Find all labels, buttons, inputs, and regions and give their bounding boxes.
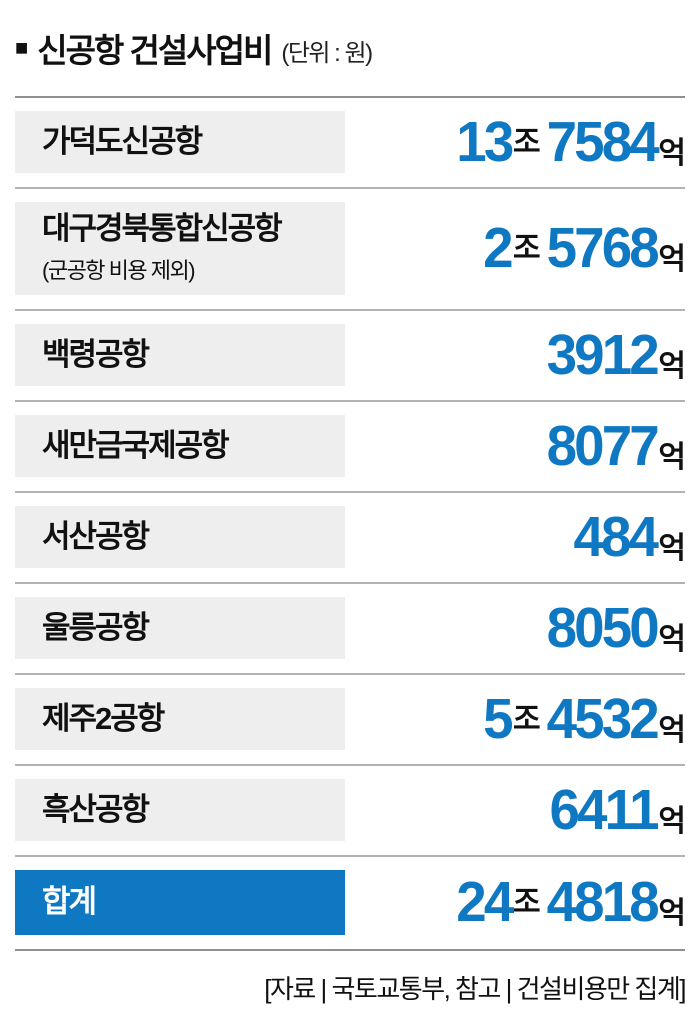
airport-label-box: 흑산공항 — [15, 779, 345, 841]
cost-hundred-millions: 8050 — [546, 595, 659, 660]
unit-eok: 억 — [658, 804, 686, 838]
total-label: 합계 — [42, 884, 97, 920]
airport-name: 가덕도신공항 — [42, 123, 203, 159]
airport-name: 제주2공항 — [42, 700, 165, 736]
airport-name: 새만금국제공항 — [42, 427, 230, 463]
cost-trillions: 5 — [483, 686, 513, 751]
cost-hundred-millions: 7584 — [546, 109, 659, 174]
cost-trillions: 24 — [455, 870, 514, 934]
cost-value: 3912 억 — [542, 322, 686, 387]
table-row-saemangeum: 새만금국제공항 8077 억 — [15, 402, 686, 493]
table-row-seosan: 서산공항 484 억 — [15, 493, 686, 584]
airport-name: 흑산공항 — [42, 791, 150, 827]
cost-value: 484 억 — [570, 504, 686, 569]
cost-value: 13 조 7584 억 — [454, 109, 686, 174]
unit-eok: 억 — [658, 531, 686, 565]
airport-label-box: 새만금국제공항 — [15, 415, 345, 477]
square-bullet-icon: ■ — [15, 35, 29, 60]
source-note: [자료 | 국토교통부, 참고 | 건설비용만 집계] — [264, 974, 686, 1004]
cost-value: 8050 억 — [542, 595, 686, 660]
unit-jo: 조 — [512, 125, 541, 159]
table-row-gadeokdo: 가덕도신공항 13 조 7584 억 — [15, 98, 686, 189]
airport-label-box: 가덕도신공항 — [15, 111, 345, 173]
cost-value: 2 조 5768 억 — [482, 216, 686, 280]
cost-trillions: 2 — [483, 216, 513, 280]
cost-hundred-millions: 4532 — [546, 686, 659, 751]
unit-jo: 조 — [512, 702, 541, 736]
airport-label-box: 서산공항 — [15, 506, 345, 568]
page-title: ■ 신공항 건설사업비 (단위 : 원) — [15, 24, 685, 72]
total-label-box: 합계 — [15, 870, 345, 935]
cost-hundred-millions: 5768 — [546, 216, 659, 280]
airport-name: 백령공항 — [42, 336, 150, 372]
airport-label-box: 울릉공항 — [15, 597, 345, 659]
unit-eok: 억 — [658, 136, 686, 170]
table-row-daegu-gyeongbuk: 대구경북통합신공항 (군공항 비용 제외) 2 조 5768 억 — [15, 189, 686, 311]
airport-label-box: 대구경북통합신공항 (군공항 비용 제외) — [15, 202, 345, 295]
airport-label-box: 백령공항 — [15, 324, 345, 386]
unit-jo: 조 — [512, 232, 541, 265]
cost-value: 8077 억 — [542, 413, 686, 478]
cost-value: 5 조 4532 억 — [482, 686, 686, 751]
airport-cost-table: 가덕도신공항 13 조 7584 억 대구경북통합신공항 (군공항 비용 제외)… — [15, 96, 686, 951]
total-cost-value: 24 조 4818 억 — [454, 870, 686, 934]
airport-name: 서산공항 — [42, 518, 150, 554]
cost-hundred-millions: 6411 — [549, 777, 659, 842]
unit-note: (단위 : 원) — [281, 39, 373, 67]
table-row-heuksan: 흑산공항 6411 억 — [15, 766, 686, 857]
unit-eok: 억 — [658, 897, 686, 930]
airport-name: 대구경북통합신공항 — [42, 211, 283, 247]
unit-eok: 억 — [658, 440, 686, 474]
cost-hundred-millions: 8077 — [546, 413, 659, 478]
table-row-ulleung: 울릉공항 8050 억 — [15, 584, 686, 675]
unit-jo: 조 — [512, 886, 541, 919]
unit-eok: 억 — [658, 713, 686, 747]
airport-subnote: (군공항 비용 제외) — [42, 257, 196, 283]
airport-label-box: 제주2공항 — [15, 688, 345, 750]
unit-eok: 억 — [658, 243, 686, 276]
title-text: 신공항 건설사업비 — [37, 32, 273, 69]
cost-value: 6411 억 — [545, 777, 686, 842]
cost-hundred-millions: 4818 — [546, 870, 659, 934]
table-row-jeju2: 제주2공항 5 조 4532 억 — [15, 675, 686, 766]
table-row-total: 합계 24 조 4818 억 — [15, 857, 686, 949]
unit-eok: 억 — [658, 622, 686, 656]
cost-trillions: 13 — [455, 109, 514, 174]
cost-hundred-millions: 484 — [573, 504, 660, 569]
airport-name: 울릉공항 — [42, 609, 150, 645]
table-row-baengnyeong: 백령공항 3912 억 — [15, 311, 686, 402]
unit-eok: 억 — [658, 349, 686, 383]
cost-hundred-millions: 3912 — [546, 322, 659, 387]
